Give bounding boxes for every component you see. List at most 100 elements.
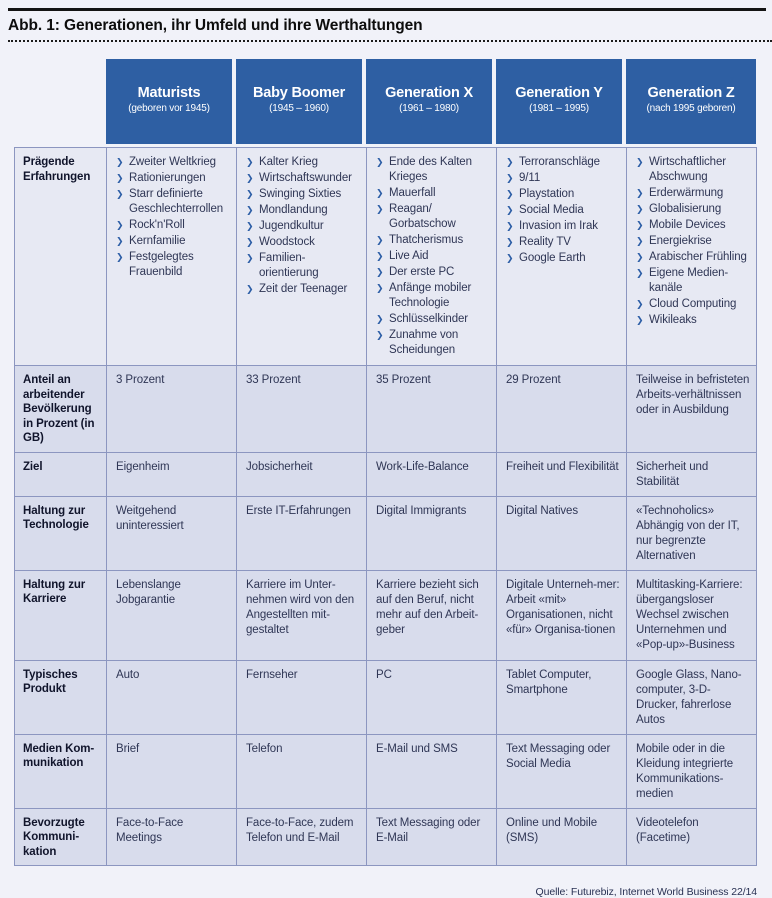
list-item: ❯ Schlüsselkinder [376, 312, 490, 327]
list-item: ❯ Energiekrise [636, 234, 750, 249]
chevron-right-icon: ❯ [636, 268, 644, 278]
table-cell: ❯ Kalter Krieg ❯ Wirtschaftswunder ❯ Swinging… [237, 148, 367, 366]
chevron-right-icon: ❯ [376, 330, 384, 340]
list-item-text: Eigene Medien-kanäle [649, 267, 729, 294]
list-item-text: Cloud Computing [649, 298, 737, 310]
top-rule [8, 8, 766, 11]
chevron-right-icon: ❯ [116, 236, 124, 246]
list-item-text: Reality TV [519, 236, 571, 248]
list-item: ❯ Wirtschaftlicher Abschwung [636, 155, 750, 185]
chevron-right-icon: ❯ [246, 189, 254, 199]
row-label: Prägende Erfahrungen [15, 148, 107, 366]
table-cell: Eigenheim [107, 452, 237, 497]
list-item-text: Invasion im Irak [519, 220, 598, 232]
chevron-right-icon: ❯ [116, 252, 124, 262]
generation-years: (1945 – 1960) [269, 103, 329, 114]
table-cell: Weitgehend uninteressiert [107, 496, 237, 571]
list-item-text: Zeit der Teenager [259, 283, 348, 295]
list-item-text: Swinging Sixties [259, 188, 342, 200]
table-cell: Karriere bezieht sich auf den Beruf, nic… [367, 570, 497, 661]
table-cell: ❯ Zweiter Weltkrieg ❯ Rationierungen ❯ Starr … [107, 148, 237, 366]
column-header-baby-boomer: Baby Boomer (1945 – 1960) [236, 59, 366, 144]
table-cell: Work-Life-Balance [367, 452, 497, 497]
table-cell: Mobile oder in die Kleidung integrierte … [627, 734, 757, 809]
table-cell: Karriere im Unter-nehmen wird von den An… [237, 570, 367, 661]
list-item-text: Mauerfall [389, 187, 436, 199]
list-item-text: Google Earth [519, 252, 586, 264]
table-cell: Jobsicherheit [237, 452, 367, 497]
table-cell: Auto [107, 660, 237, 735]
list-item-text: Wirtschaftlicher Abschwung [649, 156, 726, 183]
list-item: ❯ Invasion im Irak [506, 219, 620, 234]
list-item: ❯ Rock'n'Roll [116, 218, 230, 233]
table-cell: Brief [107, 734, 237, 809]
list-item: ❯ Terroranschläge [506, 155, 620, 170]
generation-years: (nach 1995 geboren) [646, 103, 736, 114]
list-item: ❯ Mobile Devices [636, 218, 750, 233]
row-label: Anteil an arbeitender Bevölkerung in Pro… [15, 366, 107, 453]
table-cell: Google Glass, Nano-computer, 3-D-Drucker… [627, 660, 757, 735]
chevron-right-icon: ❯ [636, 157, 644, 167]
chevron-right-icon: ❯ [636, 315, 644, 325]
chevron-right-icon: ❯ [246, 237, 254, 247]
list-item-text: Thatcherismus [389, 234, 464, 246]
list-item-text: Mobile Devices [649, 219, 726, 231]
chevron-right-icon: ❯ [246, 221, 254, 231]
column-header-maturists: Maturists (geboren vor 1945) [106, 59, 236, 144]
list-item: ❯ Google Earth [506, 251, 620, 266]
list-item-text: Globalisierung [649, 203, 722, 215]
list-item: ❯ Zweiter Weltkrieg [116, 155, 230, 170]
table-cell: 29 Prozent [497, 366, 627, 453]
list-item: ❯ Arabischer Frühling [636, 250, 750, 265]
chevron-right-icon: ❯ [376, 188, 384, 198]
list-item-text: Starr definierte Geschlechterrollen [129, 188, 224, 215]
chevron-right-icon: ❯ [116, 173, 124, 183]
table-cell: Telefon [237, 734, 367, 809]
chevron-right-icon: ❯ [636, 236, 644, 246]
chevron-right-icon: ❯ [376, 314, 384, 324]
list-item-text: Ende des Kalten Krieges [389, 156, 472, 183]
table-cell: Teilweise in befristeten Arbeits-verhält… [627, 366, 757, 453]
chevron-right-icon: ❯ [116, 189, 124, 199]
table-cell: 35 Prozent [367, 366, 497, 453]
row-label: Haltung zur Technologie [15, 496, 107, 571]
list-item-text: Schlüsselkinder [389, 313, 469, 325]
generation-name: Baby Boomer [252, 85, 346, 101]
list-item-text: Rationierungen [129, 172, 206, 184]
list-item-text: Wikileaks [649, 314, 697, 326]
list-item-text: Zweiter Weltkrieg [129, 156, 216, 168]
list-item-text: Anfänge mobiler Technologie [389, 282, 472, 309]
list-item: ❯ Live Aid [376, 249, 490, 264]
chevron-right-icon: ❯ [506, 253, 514, 263]
row-label: Ziel [15, 452, 107, 497]
column-header-generation-y: Generation Y (1981 – 1995) [496, 59, 626, 144]
chevron-right-icon: ❯ [506, 157, 514, 167]
list-item: ❯ Kernfamilie [116, 234, 230, 249]
list-item: ❯ Mauerfall [376, 186, 490, 201]
table-cell: Lebenslange Jobgarantie [107, 570, 237, 661]
list-item-text: Arabischer Frühling [649, 251, 747, 263]
list-item: ❯ Swinging Sixties [246, 187, 360, 202]
table-cell: Online und Mobile (SMS) [497, 808, 627, 866]
list-item-text: Rock'n'Roll [129, 219, 185, 231]
generation-years: (1981 – 1995) [529, 103, 589, 114]
list-item-text: Terroranschläge [519, 156, 600, 168]
generation-name: Generation Z [647, 85, 735, 101]
chevron-right-icon: ❯ [116, 157, 124, 167]
list-item: ❯ Jugendkultur [246, 219, 360, 234]
list-item: ❯ Eigene Medien-kanäle [636, 266, 750, 296]
row-label: Bevorzugte Kommuni-kation [15, 808, 107, 866]
list-item-text: Reagan/ Gorbatschow [389, 203, 456, 230]
table-cell: ❯ Ende des Kalten Krieges ❯ Mauerfall ❯ Reaga… [367, 148, 497, 366]
generation-name: Generation Y [515, 85, 603, 101]
list-item: ❯ Familien-orientierung [246, 251, 360, 281]
generations-table-body: Prägende Erfahrungen ❯ Zweiter Weltkrieg ❯ R… [14, 147, 757, 866]
list-item: ❯ Rationierungen [116, 171, 230, 186]
list-item: ❯ Festgelegtes Frauenbild [116, 250, 230, 280]
list-item-text: Der erste PC [389, 266, 455, 278]
generation-name: Maturists [137, 85, 201, 101]
list-item: ❯ Social Media [506, 203, 620, 218]
source-note: Quelle: Futurebiz, Internet World Busine… [535, 886, 758, 898]
list-item-text: Social Media [519, 204, 584, 216]
list-item: ❯ Cloud Computing [636, 297, 750, 312]
